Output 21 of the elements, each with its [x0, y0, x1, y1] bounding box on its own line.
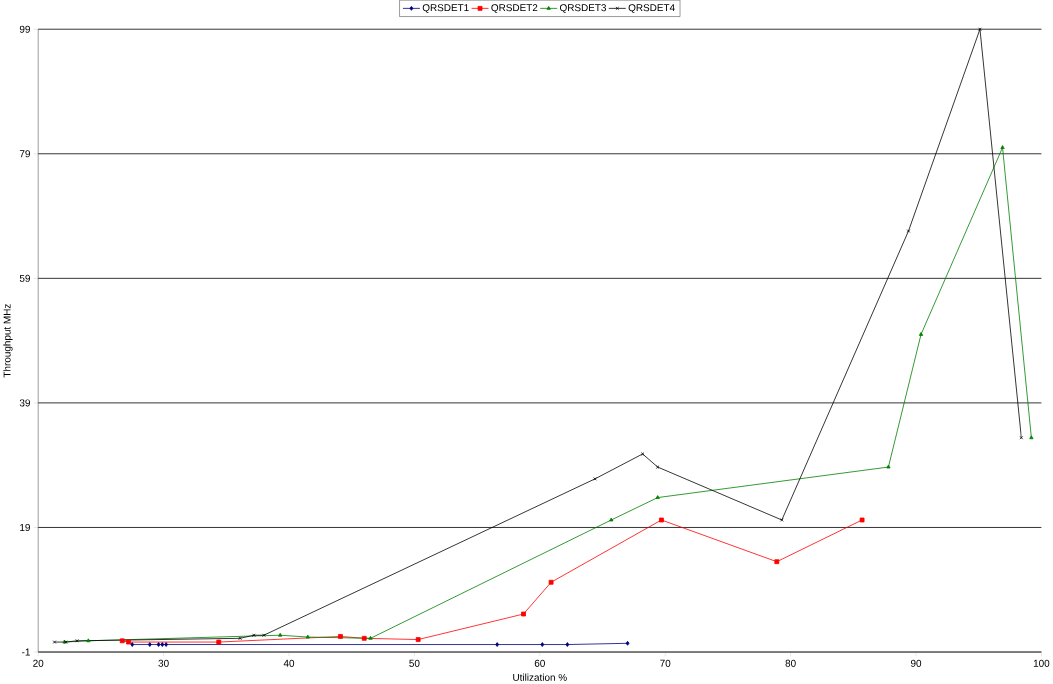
x-tick-label: 50 [409, 659, 420, 667]
x-axis-title: Utilization % [513, 673, 567, 681]
y-tick-label: 59 [19, 274, 30, 282]
y-tick-label: 79 [19, 150, 30, 158]
y-axis-title: Throughput MHz [3, 304, 13, 378]
x-tick-label: 100 [1033, 659, 1050, 667]
y-tick-label: 19 [20, 523, 30, 531]
legend-label: QRSDET1 [422, 4, 469, 13]
x-tick-label: 80 [785, 659, 796, 667]
y-tick-label: 39 [19, 399, 30, 407]
x-tick-label: 70 [660, 659, 671, 667]
legend-label: QRSDET3 [560, 4, 607, 13]
legend-label: QRSDET2 [491, 4, 538, 13]
y-tick-label: -1 [22, 648, 30, 656]
legend-label: QRSDET4 [628, 4, 675, 13]
x-tick-label: 40 [283, 659, 295, 667]
x-tick-label: 90 [910, 659, 922, 667]
x-tick-label: 60 [534, 659, 545, 667]
x-tick-label: 20 [33, 659, 44, 667]
x-tick-label: 30 [158, 659, 169, 667]
y-tick-label: 99 [19, 25, 30, 33]
